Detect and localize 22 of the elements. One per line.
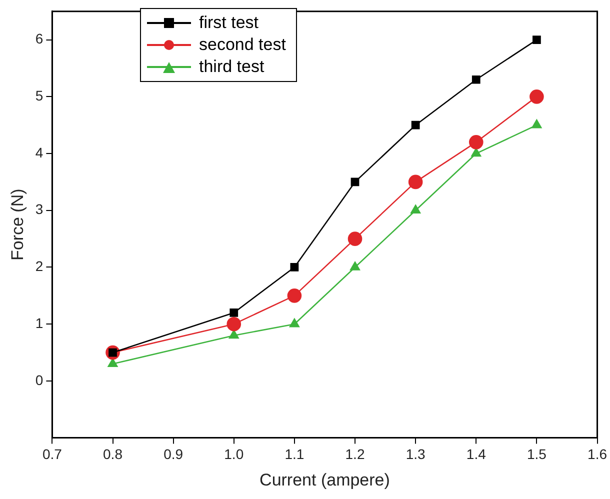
x-tick-label: 1.0: [224, 446, 244, 462]
x-tick-label: 0.9: [164, 446, 184, 462]
legend-label: third test: [199, 57, 264, 77]
x-tick-label: 0.7: [42, 446, 62, 462]
x-tick-label: 1.4: [466, 446, 486, 462]
x-tick-label: 1.2: [345, 446, 365, 462]
legend-label: first test: [199, 13, 259, 33]
x-tick-label: 1.6: [588, 446, 608, 462]
x-tick-label: 1.1: [284, 446, 304, 462]
y-tick-label: 2: [35, 258, 44, 274]
y-tick-label: 6: [35, 30, 44, 47]
y-tick-label: 3: [35, 201, 44, 218]
legend-label: second test: [199, 35, 286, 55]
y-tick-label: 4: [35, 144, 44, 160]
x-tick-label: 0.8: [103, 446, 123, 462]
x-tick-label: 1.5: [526, 446, 547, 462]
y-tick-label: 0: [35, 372, 44, 388]
y-tick-label: 5: [35, 88, 44, 104]
y-tick-label: 1: [35, 314, 44, 331]
x-tick-label: 1.3: [406, 446, 426, 462]
x-axis-title: Current (ampere): [260, 470, 390, 490]
y-axis-title: Force (N): [8, 188, 27, 260]
